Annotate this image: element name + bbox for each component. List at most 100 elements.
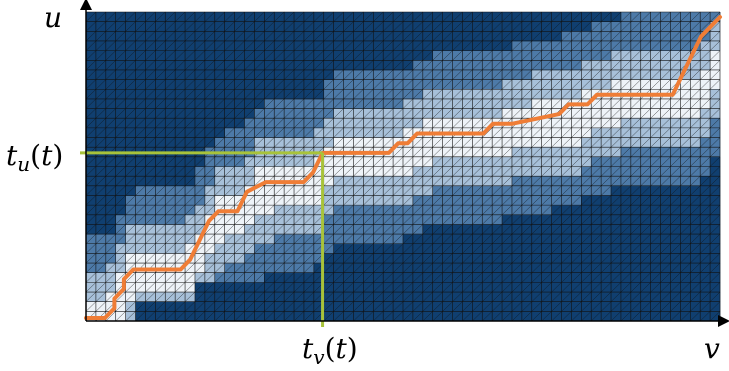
- matrix-cell: [521, 185, 533, 196]
- u-axis-label: u: [44, 1, 62, 34]
- matrix-cell: [670, 69, 681, 80]
- grid-line-diagonal: [620, 127, 631, 138]
- matrix-cell: [432, 205, 443, 216]
- matrix-cell: [502, 272, 513, 283]
- matrix-cell: [591, 195, 602, 206]
- grid-line-diagonal: [194, 224, 206, 235]
- grid-line-diagonal: [383, 233, 394, 244]
- matrix-cell: [165, 234, 176, 245]
- matrix-cell: [551, 60, 562, 71]
- grid-line-diagonal: [383, 224, 394, 235]
- matrix-cell: [482, 253, 493, 264]
- matrix-cell: [284, 292, 295, 302]
- grid-line-diagonal: [640, 79, 651, 90]
- matrix-cell: [86, 12, 97, 22]
- matrix-cell: [86, 243, 97, 254]
- matrix-cell: [521, 21, 533, 32]
- matrix-cell: [620, 263, 632, 274]
- matrix-cell: [393, 31, 404, 42]
- grid-line-diagonal: [571, 118, 582, 129]
- matrix-cell: [601, 98, 612, 109]
- grid-line-diagonal: [600, 166, 612, 177]
- grid-line-diagonal: [333, 282, 344, 293]
- grid-line-diagonal: [313, 89, 324, 100]
- grid-line-diagonal: [581, 156, 592, 167]
- matrix-cell: [452, 50, 463, 61]
- grid-line-diagonal: [392, 108, 404, 119]
- grid-line-diagonal: [630, 11, 641, 22]
- grid-line-diagonal: [155, 108, 166, 119]
- matrix-cell: [650, 60, 661, 71]
- grid-line-diagonal: [175, 40, 186, 51]
- matrix-cell: [145, 311, 156, 322]
- matrix-cell: [115, 89, 126, 100]
- matrix-cell: [264, 311, 275, 322]
- grid-line-diagonal: [442, 166, 453, 177]
- matrix-cell: [452, 263, 463, 274]
- grid-line-diagonal: [591, 262, 602, 273]
- matrix-cell: [175, 21, 186, 32]
- matrix-cell: [591, 292, 602, 302]
- matrix-cell: [373, 50, 384, 61]
- grid-line-diagonal: [95, 195, 106, 206]
- grid-line-diagonal: [442, 214, 453, 225]
- matrix-cell: [294, 301, 305, 312]
- grid-line-diagonal: [492, 137, 503, 148]
- matrix-cell: [214, 12, 225, 22]
- grid-line-diagonal: [531, 108, 542, 119]
- matrix-cell: [432, 166, 443, 177]
- matrix-cell: [403, 292, 414, 302]
- matrix-cell: [511, 195, 523, 206]
- grid-line-diagonal: [293, 224, 305, 235]
- matrix-cell: [393, 224, 404, 235]
- grid-line-diagonal: [313, 118, 324, 129]
- matrix-cell: [571, 263, 582, 274]
- matrix-cell: [551, 253, 562, 264]
- matrix-cell: [165, 69, 176, 80]
- matrix-cell: [690, 79, 701, 90]
- grid-line-diagonal: [412, 166, 423, 177]
- grid-line-diagonal: [155, 11, 166, 22]
- matrix-cell: [403, 282, 414, 293]
- grid-line-diagonal: [204, 89, 215, 100]
- matrix-cell: [531, 79, 542, 90]
- matrix-cell: [333, 166, 344, 177]
- matrix-cell: [680, 69, 691, 80]
- matrix-cell: [670, 60, 681, 71]
- matrix-cell: [294, 214, 305, 225]
- grid-line-diagonal: [620, 243, 631, 254]
- grid-line-diagonal: [353, 166, 364, 177]
- grid-line-diagonal: [283, 108, 295, 119]
- grid-line-diagonal: [709, 40, 721, 51]
- matrix-cell: [660, 301, 671, 312]
- matrix-cell: [323, 50, 334, 61]
- matrix-cell: [640, 98, 651, 109]
- grid-line-diagonal: [204, 176, 215, 186]
- grid-line-diagonal: [452, 253, 463, 264]
- matrix-cell: [650, 253, 661, 264]
- matrix-cell: [551, 292, 562, 302]
- grid-line-diagonal: [353, 60, 364, 71]
- grid-line-diagonal: [293, 60, 305, 71]
- grid-line-diagonal: [333, 60, 344, 71]
- grid-line-diagonal: [432, 118, 443, 129]
- matrix-cell: [254, 118, 265, 129]
- grid-line-diagonal: [115, 301, 126, 312]
- matrix-cell: [422, 301, 434, 312]
- grid-line-diagonal: [333, 214, 344, 225]
- matrix-cell: [145, 156, 156, 167]
- grid-line-diagonal: [283, 118, 295, 129]
- matrix-cell: [105, 263, 117, 274]
- grid-line-diagonal: [184, 60, 196, 71]
- matrix-cell: [105, 195, 117, 206]
- matrix-cell: [323, 127, 334, 138]
- grid-line-diagonal: [501, 282, 513, 293]
- grid-line-diagonal: [412, 195, 423, 206]
- matrix-cell: [204, 185, 216, 196]
- grid-line-diagonal: [184, 98, 196, 109]
- matrix-cell: [502, 79, 513, 90]
- matrix-cell: [284, 243, 295, 254]
- matrix-cell: [175, 137, 186, 148]
- matrix-cell: [343, 195, 354, 206]
- grid-line-diagonal: [165, 311, 176, 322]
